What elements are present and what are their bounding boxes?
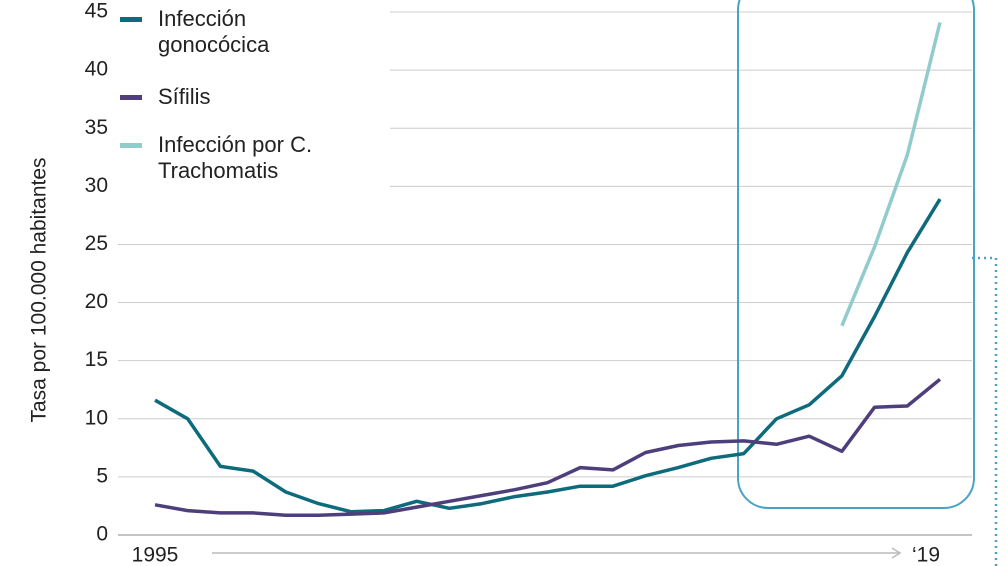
y-tick-label: 10 [85, 406, 108, 429]
legend-label: Infección gonocócica [158, 6, 270, 57]
y-tick-label: 25 [85, 232, 108, 255]
y-tick-label: 20 [85, 290, 108, 313]
legend-label: Sífilis [158, 84, 211, 109]
legend-label: Infección por C. Trachomatis [158, 132, 313, 183]
connector [972, 256, 998, 566]
y-tick-label: 45 [85, 0, 108, 23]
legend-swatch [120, 95, 142, 100]
legend: Infección gonocócica Sífilis Infección por… [118, 0, 390, 196]
legend-item: Sífilis [120, 84, 348, 110]
highlight-box [737, 0, 975, 509]
legend-item: Infección por C. Trachomatis [120, 132, 348, 184]
series-line [840, 22, 942, 327]
y-tick-label: 0 [96, 523, 108, 546]
y-tick-label: 40 [85, 58, 108, 81]
series-line [154, 198, 942, 514]
y-tick-label: 35 [85, 116, 108, 139]
arrow-head [891, 547, 902, 559]
y-axis-label: Tasa por 100.000 habitantes [28, 157, 51, 422]
y-tick-label: 5 [96, 464, 108, 487]
y-tick-label: 30 [85, 174, 108, 197]
series-line [154, 377, 942, 517]
y-tick-label: 15 [85, 348, 108, 371]
legend-swatch [120, 17, 142, 22]
legend-swatch [120, 143, 142, 148]
legend-item: Infección gonocócica [120, 6, 348, 58]
x-tick-label: ‘19 [912, 544, 940, 566]
x-tick-label: 1995 [132, 544, 179, 566]
